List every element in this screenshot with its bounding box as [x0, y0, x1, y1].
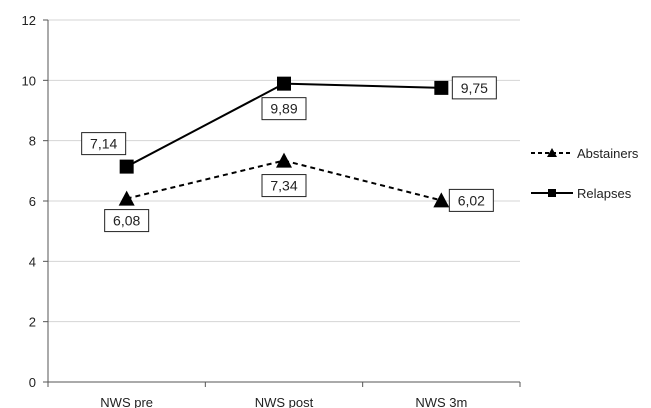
x-tick-label: NWS pre: [100, 395, 153, 408]
y-tick-label: 6: [29, 194, 36, 209]
data-label-text: 9,75: [461, 80, 488, 96]
legend-item-abstainers: Abstainers: [531, 146, 639, 161]
legend-item-relapses: Relapses: [531, 186, 632, 201]
gridlines: [48, 19, 520, 323]
y-tick-label: 4: [29, 254, 36, 269]
data-point-relapses: [119, 159, 134, 174]
data-point-relapses: [434, 80, 449, 95]
data-point-abstainers: [118, 190, 135, 206]
data-label-box: [104, 209, 150, 233]
data-label-abstainers: 7,34: [261, 174, 307, 198]
x-tick-label: NWS 3m: [415, 395, 467, 408]
data-labels: 6,08 7,34 6,02 7,14 9,89 9,75: [81, 76, 497, 233]
data-label-relapses: 9,75: [451, 76, 497, 100]
data-label-abstainers: 6,08: [104, 209, 150, 233]
data-label-text: 9,89: [270, 101, 297, 117]
data-label-relapses: 7,14: [81, 132, 127, 156]
legend-label: Abstainers: [577, 146, 639, 161]
legend-marker-triangle-icon: [547, 148, 557, 157]
y-tick-label: 0: [29, 375, 36, 390]
data-label-text: 6,02: [458, 192, 485, 208]
data-label-box: [261, 174, 307, 198]
data-label-text: 7,14: [90, 136, 117, 152]
data-label-text: 7,34: [270, 178, 297, 194]
y-tick-label: 8: [29, 134, 36, 149]
data-label-relapses: 9,89: [261, 97, 307, 121]
data-label-abstainers: 6,02: [448, 188, 494, 212]
y-tick-label: 10: [22, 73, 36, 88]
data-point-relapses: [277, 76, 291, 91]
axes: 0 2 4 6 8 10 12 NWS pre NWS post NWS 3m: [22, 13, 521, 408]
series-line-abstainers: [126, 159, 442, 202]
legend-label: Relapses: [577, 186, 632, 201]
x-tick-label: NWS post: [255, 395, 314, 408]
data-label-box: [81, 132, 127, 156]
legend-marker-square-icon: [548, 189, 556, 197]
data-point-abstainers: [433, 192, 450, 208]
data-label-box: [448, 188, 494, 212]
data-label-box: [451, 76, 497, 100]
data-point-abstainers: [276, 152, 292, 168]
y-tick-label: 2: [29, 315, 36, 330]
y-tick-label: 12: [22, 13, 36, 28]
data-label-box: [261, 97, 307, 121]
legend: Abstainers Relapses: [531, 146, 639, 201]
data-label-text: 6,08: [113, 213, 140, 229]
series: [118, 76, 450, 208]
